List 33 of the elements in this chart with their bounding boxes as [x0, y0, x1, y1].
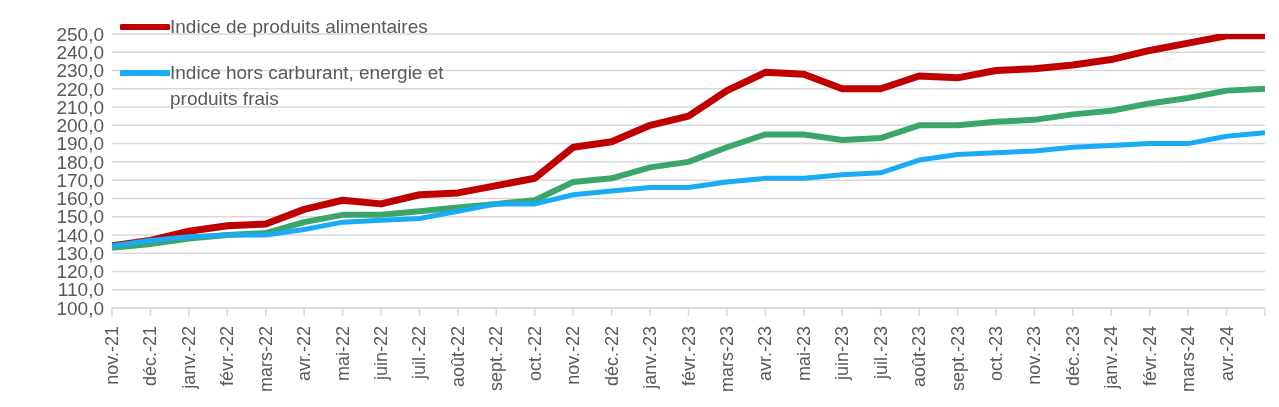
legend-label: Indice de produits alimentaires — [170, 15, 428, 39]
y-tick-label: 250,0 — [56, 23, 104, 45]
x-tick-label: mars-22 — [255, 326, 276, 393]
x-tick-label: avr.-23 — [755, 326, 776, 382]
x-tick-label: déc.-22 — [601, 326, 622, 387]
x-tick-label: juil.-22 — [409, 326, 430, 381]
x-tick-label: oct.-23 — [985, 326, 1006, 382]
x-tick-label: janv.-24 — [1101, 326, 1122, 390]
x-tick-label: nov.-21 — [102, 326, 122, 385]
x-tick-label: août-23 — [909, 326, 930, 388]
x-tick-label: mars-23 — [716, 326, 737, 393]
x-tick-label: août-22 — [447, 326, 468, 388]
x-tick-label: janv.-23 — [640, 326, 661, 390]
x-tick-label: avr.-22 — [294, 326, 315, 382]
x-tick-label: mars-24 — [1178, 326, 1199, 393]
x-tick-label: nov.-23 — [1024, 326, 1045, 385]
x-tick-label: mai-23 — [793, 326, 814, 382]
x-tick-label: déc.-23 — [1062, 326, 1083, 387]
x-tick-label: févr.-23 — [678, 326, 699, 387]
x-tick-label: oct.-22 — [524, 326, 545, 382]
x-tick-label: juin-22 — [371, 326, 392, 382]
x-tick-label: sept.-22 — [486, 326, 507, 392]
x-tick-label: févr.-22 — [217, 326, 238, 387]
x-tick-label: janv.-22 — [178, 326, 199, 390]
x-tick-label: juin-23 — [832, 326, 853, 382]
legend-label: Indice hors carburant, energie et produits frais — [170, 61, 445, 111]
x-tick-label: juil.-23 — [870, 326, 891, 381]
x-tick-label: mai-22 — [332, 326, 353, 382]
x-tick-label: déc.-21 — [140, 326, 161, 387]
x-tick-label: nov.-22 — [563, 326, 584, 385]
x-tick-label: févr.-24 — [1139, 326, 1160, 387]
x-tick-label: avr.-24 — [1216, 326, 1237, 382]
x-tick-label: sept.-23 — [947, 326, 968, 392]
